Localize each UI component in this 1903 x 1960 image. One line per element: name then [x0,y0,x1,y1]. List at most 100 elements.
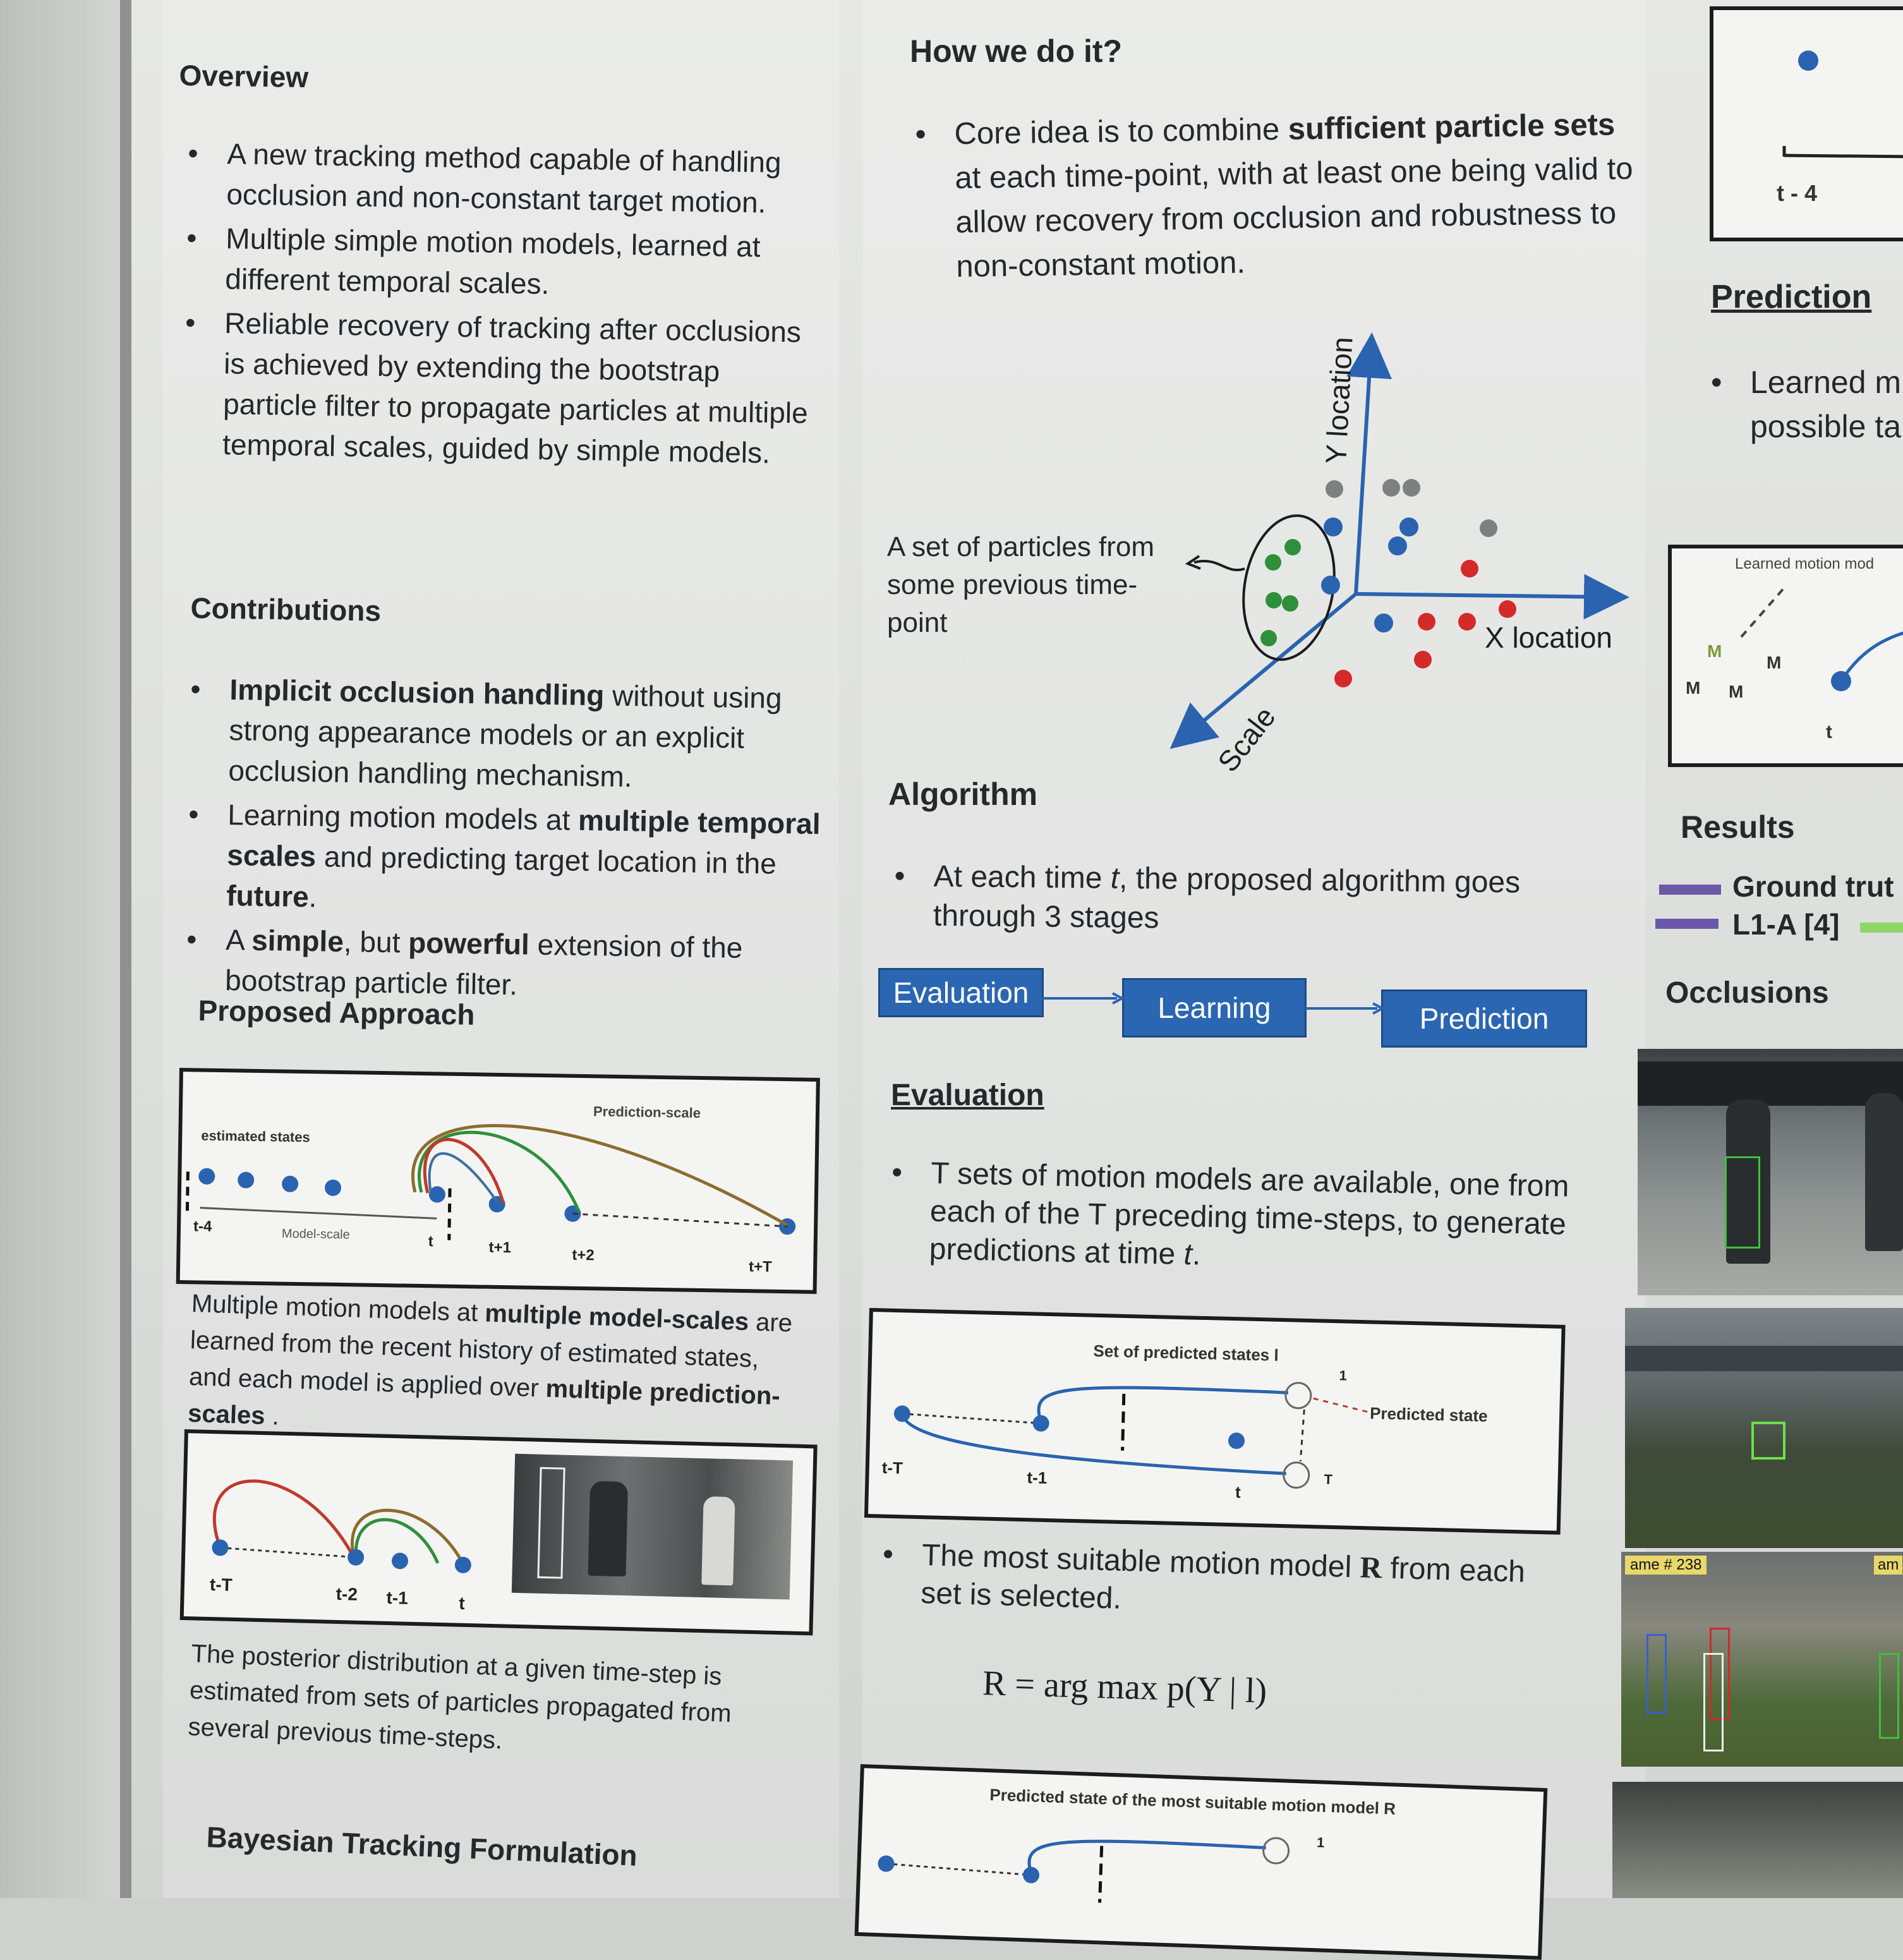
stage-arrows [1041,992,1386,1015]
predicted-particle [1283,1461,1310,1489]
particle [1324,517,1343,536]
tick-label: t-1 [386,1588,408,1608]
state-dots [212,1539,471,1573]
algorithm-item: At each time t, the proposed algorithm g… [933,857,1610,943]
pedestrian [701,1496,735,1586]
contribution-text: . [308,880,317,914]
predicted-particle [1284,1382,1312,1410]
contribution-text: Learning motion models at [227,798,579,837]
particle [1418,613,1435,631]
model-symbol: M [1729,682,1743,701]
overview-item: A new tracking method capable of handlin… [226,133,815,224]
evaluation-heading: Evaluation [891,1079,1044,1112]
set-index-label: 1 [1317,1834,1325,1850]
particle [1282,595,1298,612]
contribution-emphasis: Implicit occlusion handling [229,673,605,712]
predicted-particle [1262,1837,1290,1865]
figure1-caption: Multiple motion models at multiple model… [187,1285,798,1452]
prediction-arc [423,1137,505,1204]
state-dot [347,1549,365,1566]
tick-label: t [459,1594,465,1613]
state-dot [893,1405,910,1422]
y-axis-label: Y location [1319,336,1358,465]
prediction-text: Learned m possible ta [1706,360,1903,452]
green-particles [1260,539,1301,646]
history-line [886,1863,1032,1877]
learned-motion-diagram: Learned motion mod M M M M t [1686,555,1903,742]
state-dot [878,1855,895,1872]
particle [1414,651,1432,668]
tracking-box [537,1467,565,1579]
x-axis-label: X location [1485,621,1612,654]
tick-label: t-1 [1027,1468,1048,1487]
y-axis [1346,332,1392,595]
particle [1480,519,1497,537]
prediction-line: Learned m [1750,365,1902,400]
particle-propagation-figure: t-T t-2 t-1 t [179,1429,818,1636]
selected-state-diagram: Predicted state of the most suitable mot… [878,1785,1396,1903]
propagation-diagram: t-T t-2 t-1 t [210,1479,471,1613]
legend-swatch-green [1860,923,1903,933]
algorithm-time-symbol: t [1110,861,1120,895]
overview-item: Multiple simple motion models, learned a… [225,218,814,308]
particle [1265,554,1281,571]
tracking-box [1751,1422,1785,1460]
prediction-arc [418,1130,581,1213]
history-line [220,1546,356,1559]
prediction-path [1037,1386,1289,1423]
learned-motion-label: Learned motion mod [1735,555,1874,572]
frame-238-photo: ame # 238 am [1621,1552,1903,1767]
prediction-arc [411,1124,788,1227]
proposed-approach-heading: Proposed Approach [198,993,475,1031]
particle [1266,592,1282,608]
evaluation-text-part: T sets of motion models are available, o… [929,1156,1569,1271]
state-dot [1032,1415,1049,1432]
tracking-box [1725,1156,1760,1249]
particle [1334,670,1352,687]
model-symbol: M [1686,678,1700,698]
particle [1326,480,1343,498]
axis-marker [185,1171,190,1211]
state-dot [1798,51,1818,71]
contribution-text: and predicting target location in the [315,840,777,880]
campus-result-photo [1625,1308,1903,1548]
prediction-scale-label: Prediction-scale [593,1103,701,1121]
motion-model-symbol: R [1359,1551,1382,1585]
right-top-diagram: t - 4 [1777,51,1903,206]
learned-motion-figure: Learned motion mod M M M M t [1668,545,1903,767]
tick-label: t [1826,722,1832,742]
model-symbol: M [1707,641,1722,661]
state-dot [1228,1432,1245,1449]
state-dot [325,1179,342,1196]
contribution-emphasis: simple [251,923,344,958]
stage-prediction: Prediction [1381,989,1587,1048]
algorithm-text-part: At each time [933,859,1111,895]
legend-ground-truth: Ground trut [1732,870,1894,903]
particle-set-ellipse [1242,514,1336,661]
contribution-text: , but [343,924,409,959]
particle [1388,536,1407,555]
overview-list: A new tracking method capable of handlin… [178,133,815,478]
particle [1499,600,1516,618]
particle-space-diagram: Y location X location Scale [1169,332,1629,778]
results-heading: Results [1681,809,1795,845]
frame-label: am [1874,1556,1903,1575]
tick-label: t-T [210,1575,233,1595]
prediction-heading: Prediction [1711,279,1872,315]
pedestrian-photo [511,1453,794,1600]
prediction-line: possible ta [1750,409,1902,444]
present-marker [1098,1846,1104,1903]
x-axis [1355,574,1629,620]
pedestrian [1726,1099,1770,1264]
caption-text: Multiple motion models at [191,1289,486,1328]
contribution-item: Learning motion models at multiple tempo… [226,794,822,925]
poster-frame-edge [120,0,131,1898]
tracking-box [1710,1628,1730,1720]
scale-axis-label: Scale [1211,700,1282,778]
stage-learning: Learning [1122,978,1307,1037]
caption-text: . [264,1401,280,1431]
timeline-line [1784,154,1903,159]
tick-label: t [428,1233,433,1250]
predicted-states-figure: Set of predicted states l 1 T Predicted … [864,1308,1566,1535]
tick-label: t+1 [488,1239,511,1257]
